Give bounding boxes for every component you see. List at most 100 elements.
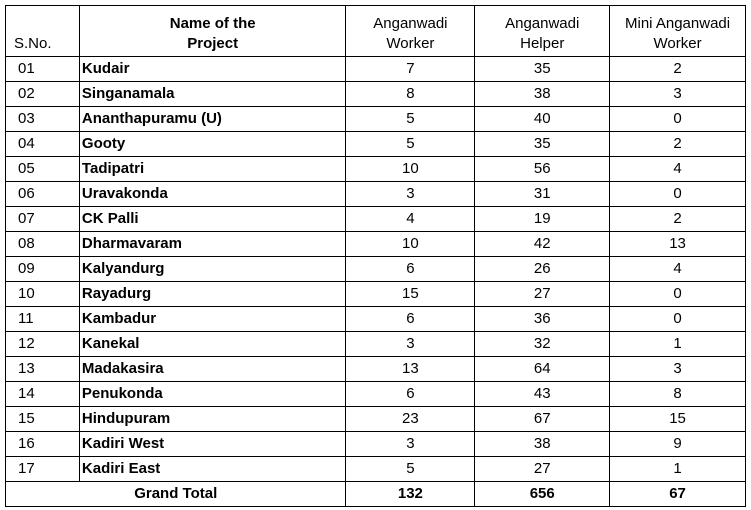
count-cell: 0 — [609, 281, 746, 307]
count-cell: 3 — [609, 356, 746, 382]
count-cell: 42 — [474, 231, 611, 257]
project-name: Kadiri East — [78, 456, 347, 482]
count-cell: 4 — [609, 156, 746, 182]
project-name: Hindupuram — [78, 406, 347, 432]
table-row: 08 Dharmavaram 10 42 13 — [5, 231, 746, 257]
table-row: 04 Gooty 5 35 2 — [5, 131, 746, 157]
serial-number: 02 — [5, 81, 80, 107]
table-row: 07 CK Palli 4 19 2 — [5, 206, 746, 232]
total-label: Grand Total — [4, 481, 347, 507]
count-cell: 13 — [609, 231, 746, 257]
count-cell: 32 — [474, 331, 611, 357]
count-cell: 3 — [609, 81, 746, 107]
column-header: S.No. — [5, 5, 80, 57]
count-cell: 3 — [345, 431, 476, 457]
project-name: Kalyandurg — [78, 256, 347, 282]
serial-number: 01 — [5, 56, 80, 82]
count-cell: 7 — [345, 56, 476, 82]
project-name: Kadiri West — [78, 431, 347, 457]
total-value: 656 — [474, 481, 611, 507]
serial-number: 03 — [5, 106, 80, 132]
table-row: 12 Kanekal 3 32 1 — [5, 331, 746, 357]
header-text: Name of the Project — [169, 15, 256, 52]
column-header: Name of the Project — [78, 5, 347, 57]
count-cell: 56 — [474, 156, 611, 182]
table-row: 01 Kudair 7 35 2 — [5, 56, 746, 82]
count-cell: 27 — [474, 281, 611, 307]
serial-number: 13 — [5, 356, 80, 382]
project-name: Kudair — [78, 56, 347, 82]
count-cell: 38 — [474, 81, 611, 107]
project-name: Gooty — [78, 131, 347, 157]
project-name: Uravakonda — [78, 181, 347, 207]
table-row: 17 Kadiri East 5 27 1 — [5, 456, 746, 482]
count-cell: 10 — [345, 231, 476, 257]
count-cell: 3 — [345, 181, 476, 207]
count-cell: 0 — [609, 106, 746, 132]
serial-number: 09 — [5, 256, 80, 282]
count-cell: 35 — [474, 131, 611, 157]
project-name: Kambadur — [78, 306, 347, 332]
total-row: Grand Total 132 656 67 — [4, 481, 746, 507]
project-name: Dharmavaram — [78, 231, 347, 257]
count-cell: 2 — [609, 56, 746, 82]
count-cell: 31 — [474, 181, 611, 207]
table-row: 03 Ananthapuramu (U) 5 40 0 — [5, 106, 746, 132]
count-cell: 3 — [345, 331, 476, 357]
count-cell: 8 — [345, 81, 476, 107]
serial-number: 12 — [5, 331, 80, 357]
project-table: S.No. Name of the Project Anganwadi Worker… — [4, 5, 746, 507]
serial-number: 05 — [5, 156, 80, 182]
count-cell: 15 — [345, 281, 476, 307]
count-cell: 6 — [345, 381, 476, 407]
count-cell: 2 — [609, 206, 746, 232]
project-name: Ananthapuramu (U) — [78, 106, 347, 132]
count-cell: 5 — [345, 131, 476, 157]
serial-number: 17 — [5, 456, 80, 482]
count-cell: 13 — [345, 356, 476, 382]
count-cell: 4 — [609, 256, 746, 282]
table-row: 15 Hindupuram 23 67 15 — [5, 406, 746, 432]
serial-number: 15 — [5, 406, 80, 432]
header-text: Anganwadi Helper — [505, 15, 580, 52]
count-cell: 26 — [474, 256, 611, 282]
table-row: 02 Singanamala 8 38 3 — [5, 81, 746, 107]
table-body: 01 Kudair 7 35 2 02 Singanamala 8 38 3 03 Ananthapu… — [4, 56, 746, 507]
table-row: 13 Madakasira 13 64 3 — [5, 356, 746, 382]
column-header: Anganwadi Helper — [474, 5, 611, 57]
serial-number: 07 — [5, 206, 80, 232]
project-name: Tadipatri — [78, 156, 347, 182]
count-cell: 2 — [609, 131, 746, 157]
serial-number: 08 — [5, 231, 80, 257]
count-cell: 1 — [609, 331, 746, 357]
column-header: Mini Anganwadi Worker — [609, 5, 746, 57]
header-text: Anganwadi Worker — [373, 15, 448, 52]
table-row: 14 Penukonda 6 43 8 — [5, 381, 746, 407]
column-header: Anganwadi Worker — [345, 5, 476, 57]
header-text: S.No. — [14, 35, 52, 52]
header-text: Mini Anganwadi Worker — [625, 15, 731, 52]
count-cell: 36 — [474, 306, 611, 332]
count-cell: 23 — [345, 406, 476, 432]
count-cell: 67 — [474, 406, 611, 432]
table-row: 11 Kambadur 6 36 0 — [5, 306, 746, 332]
count-cell: 15 — [609, 406, 746, 432]
count-cell: 64 — [474, 356, 611, 382]
project-name: Kanekal — [78, 331, 347, 357]
table-row: 10 Rayadurg 15 27 0 — [5, 281, 746, 307]
serial-number: 11 — [5, 306, 80, 332]
count-cell: 6 — [345, 256, 476, 282]
project-name: CK Palli — [78, 206, 347, 232]
count-cell: 1 — [609, 456, 746, 482]
count-cell: 0 — [609, 306, 746, 332]
project-name: Rayadurg — [78, 281, 347, 307]
project-name: Singanamala — [78, 81, 347, 107]
count-cell: 8 — [609, 381, 746, 407]
table-row: 06 Uravakonda 3 31 0 — [5, 181, 746, 207]
count-cell: 0 — [609, 181, 746, 207]
total-value: 132 — [345, 481, 476, 507]
count-cell: 43 — [474, 381, 611, 407]
count-cell: 5 — [345, 106, 476, 132]
count-cell: 38 — [474, 431, 611, 457]
